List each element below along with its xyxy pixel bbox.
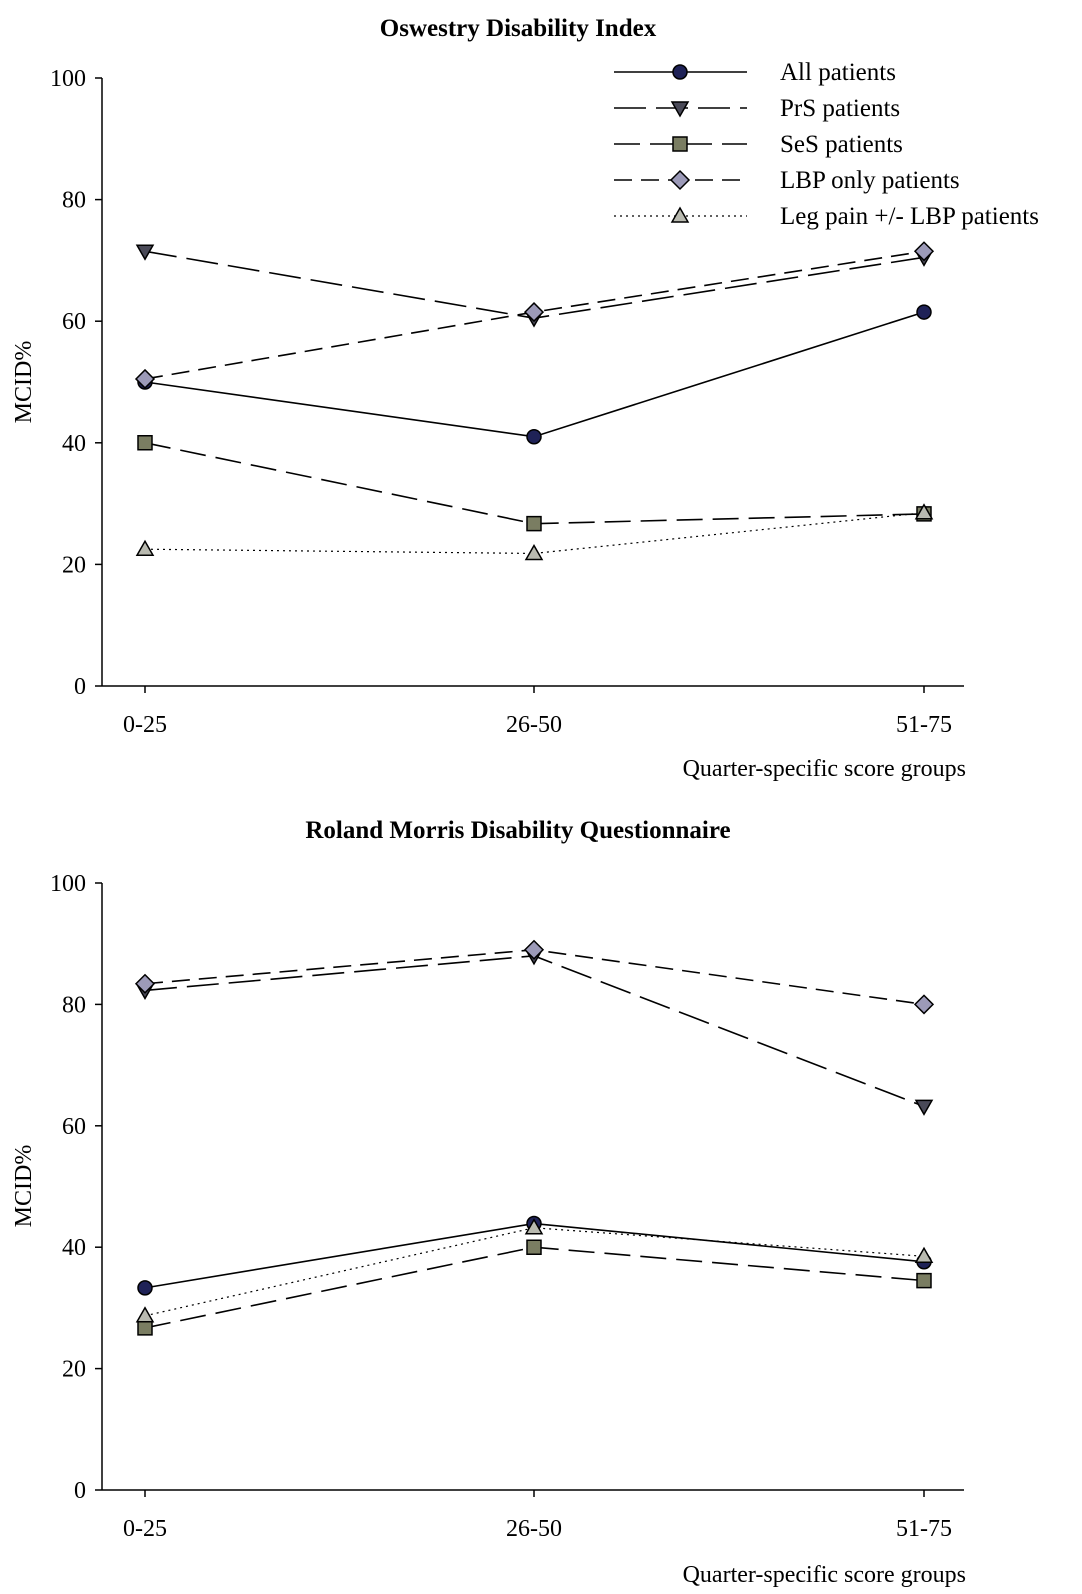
y-tick-label: 80	[62, 992, 86, 1018]
y-tick-label: 40	[62, 1235, 86, 1261]
legend-marker	[672, 136, 688, 152]
series-line	[144, 311, 925, 438]
data-point	[526, 1239, 542, 1255]
data-point	[914, 503, 934, 520]
y-tick-label: 0	[74, 674, 86, 700]
data-point	[524, 1218, 544, 1235]
data-point	[137, 1280, 153, 1296]
y-tick-label: 80	[62, 188, 86, 214]
x-axis-label: Quarter-specific score groups	[683, 756, 966, 782]
y-tick-label: 40	[62, 431, 86, 457]
y-tick-label: 20	[62, 1357, 86, 1383]
data-point	[914, 1246, 934, 1264]
legend-label: SeS patients	[780, 131, 903, 158]
data-point	[914, 1099, 934, 1116]
y-tick-label: 100	[50, 871, 86, 897]
chart-title: Oswestry Disability Index	[380, 15, 657, 42]
data-point	[913, 241, 935, 262]
data-point	[523, 939, 545, 960]
x-tick-label: 51-75	[896, 712, 952, 738]
data-point	[526, 428, 542, 445]
y-tick-label: 20	[62, 552, 86, 578]
series-line	[144, 442, 925, 525]
data-point	[916, 304, 932, 320]
legend-label: LBP only patients	[780, 167, 960, 194]
data-point	[135, 539, 155, 556]
x-tick-label: 26-50	[506, 1516, 562, 1542]
data-point	[135, 244, 155, 261]
legend-label: Leg pain +/- LBP patients	[780, 203, 1039, 230]
data-point	[523, 302, 545, 323]
x-axis-label: Quarter-specific score groups	[683, 1562, 966, 1588]
chart-panel-2: Roland Morris Disability Questionnaire 0 2…	[11, 817, 966, 1588]
y-tick-label: 100	[50, 66, 86, 92]
data-point	[916, 1272, 932, 1289]
legend-marker	[669, 169, 691, 191]
data-point	[134, 368, 156, 390]
chart-title: Roland Morris Disability Questionnaire	[305, 817, 730, 844]
x-tick-label: 0-25	[123, 1516, 167, 1542]
legend-marker	[670, 206, 690, 223]
data-point	[137, 1320, 153, 1336]
legend-marker	[670, 101, 690, 118]
data-point	[135, 1306, 155, 1323]
data-point	[913, 994, 935, 1015]
x-tick-label: 51-75	[896, 1516, 952, 1542]
y-tick-label: 0	[74, 1478, 86, 1504]
chart-panel-1: Oswestry Disability Index 0 20 40 60 80 100 0-2…	[11, 15, 1039, 782]
y-axis-label: MCID%	[11, 1145, 37, 1228]
series-line	[144, 1246, 925, 1329]
legend-label: All patients	[780, 59, 896, 86]
legend: All patients PrS patients SeS patients LBP …	[614, 59, 1039, 230]
legend-label: PrS patients	[780, 95, 900, 122]
y-tick-label: 60	[62, 309, 86, 335]
data-point	[524, 543, 544, 561]
series-line	[144, 955, 925, 1108]
y-axis-label: MCID%	[11, 341, 37, 424]
data-point	[526, 515, 542, 532]
x-tick-label: 26-50	[506, 712, 562, 738]
legend-marker	[672, 64, 688, 80]
series-line	[144, 1227, 925, 1317]
data-point	[137, 435, 153, 451]
y-tick-label: 60	[62, 1114, 86, 1140]
x-tick-label: 0-25	[123, 712, 167, 738]
data-point	[134, 973, 156, 994]
